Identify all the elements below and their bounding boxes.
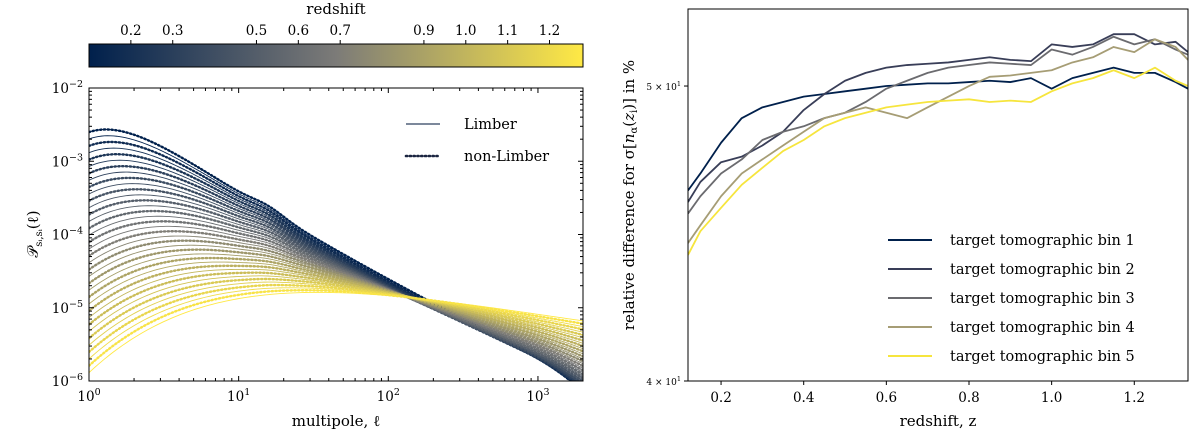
right-x-axis-label: redshift, z [900, 412, 977, 430]
x-tick-label: 1.2 [1124, 390, 1145, 406]
right-chart-frame [687, 8, 1189, 382]
colorbar-tick-label: 0.2 [120, 23, 141, 39]
series-line [688, 35, 1188, 215]
right-chart-curves [688, 33, 1188, 256]
legend-label: Limber [464, 117, 517, 133]
non-limber-curve [89, 220, 583, 372]
series-line [688, 33, 1188, 203]
colorbar-tick-label: 1.1 [497, 23, 518, 39]
non-limber-curve [89, 209, 583, 376]
legend-label: target tomographic bin 3 [950, 291, 1135, 307]
x-tick-label: 0.2 [710, 390, 731, 406]
left-y-axis-label: 𝒫sᵢ,sᵢ(ℓ) [24, 210, 45, 257]
non-limber-curve [89, 289, 583, 367]
limber-curve [89, 268, 583, 344]
limber-curve [89, 261, 583, 350]
colorbar-tick-label: 0.7 [329, 23, 350, 39]
y-tick-label: 10−3 [52, 152, 83, 170]
non-limber-curve [89, 264, 583, 348]
non-limber-curve [89, 283, 583, 354]
colorbar-tick-label: 0.9 [413, 23, 434, 39]
right-chart: 0.2 0.4 0.6 0.8 1.0 1.2 4 × 101 5 × 101 redshi… [620, 8, 1189, 430]
y-tick-label: 10−2 [52, 79, 83, 97]
non-limber-curve [89, 199, 583, 380]
limber-curve [89, 281, 583, 346]
colorbar-tick-label: 0.6 [288, 23, 309, 39]
non-limber-curve [89, 188, 583, 381]
left-x-axis-label: multipole, ℓ [292, 412, 381, 430]
limber-curve [89, 244, 583, 360]
left-x-axis: 100 101 102 103 [77, 88, 584, 405]
non-limber-curve [89, 230, 583, 368]
limber-curve [89, 291, 583, 373]
y-tick-label: 5 × 101 [646, 80, 681, 93]
series-line [688, 66, 1188, 256]
left-chart-curves [89, 128, 583, 381]
limber-curve [89, 220, 583, 371]
y-tick-label: 10−5 [52, 299, 83, 317]
limber-curve [89, 225, 583, 369]
y-tick-label: 4 × 101 [646, 375, 681, 388]
legend-label: non-Limber [464, 149, 549, 165]
non-limber-curve [89, 248, 583, 358]
x-tick-label: 0.8 [958, 390, 979, 406]
legend-label: target tomographic bin 1 [950, 233, 1135, 249]
non-limber-curve [89, 277, 583, 340]
right-legend: target tomographic bin 1 target tomograph… [888, 233, 1135, 365]
x-tick-label: 100 [77, 387, 100, 405]
left-chart: 100 101 102 103 10−6 10−5 10−4 10−3 10−2 multip… [24, 79, 584, 430]
colorbar-tick-label: 1.0 [455, 23, 476, 39]
colorbar-label: redshift [306, 0, 365, 18]
x-tick-label: 0.4 [793, 390, 814, 406]
legend-label: target tomographic bin 2 [950, 262, 1135, 278]
colorbar-gradient [88, 43, 584, 68]
limber-curve [89, 287, 583, 360]
x-tick-label: 1.0 [1041, 390, 1062, 406]
x-tick-label: 101 [227, 387, 250, 405]
limber-curve [89, 253, 583, 355]
limber-curve [89, 275, 583, 339]
non-limber-curve [89, 239, 583, 363]
colorbar: redshift 0.2 0.3 0.5 0.6 0.7 0.9 1.0 1.1 1.2 [88, 0, 584, 68]
legend-label: target tomographic bin 4 [950, 320, 1135, 336]
colorbar-tick-label: 0.3 [162, 23, 183, 39]
colorbar-tick-label: 1.2 [539, 23, 560, 39]
left-legend: Limber non-Limber [404, 117, 549, 165]
limber-curve [89, 165, 576, 381]
right-y-axis: 4 × 101 5 × 101 [646, 80, 688, 388]
series-line [688, 66, 1188, 192]
x-tick-label: 103 [526, 387, 549, 405]
colorbar-ticks: 0.2 0.3 0.5 0.6 0.7 0.9 1.0 1.1 1.2 [120, 23, 560, 44]
left-y-axis: 10−6 10−5 10−4 10−3 10−2 [52, 79, 583, 390]
colorbar-tick-label: 0.5 [246, 23, 267, 39]
x-tick-label: 0.6 [876, 390, 897, 406]
right-x-axis: 0.2 0.4 0.6 0.8 1.0 1.2 [710, 381, 1145, 406]
right-y-axis-label: relative difference for σ[nα(zi)] in % [620, 60, 640, 330]
non-limber-curve [89, 164, 578, 381]
x-tick-label: 102 [377, 387, 400, 405]
non-limber-curve [89, 271, 583, 342]
non-limber-curve [89, 256, 583, 353]
legend-label: target tomographic bin 5 [950, 349, 1135, 365]
y-tick-label: 10−4 [52, 226, 83, 244]
y-tick-label: 10−6 [52, 372, 83, 390]
